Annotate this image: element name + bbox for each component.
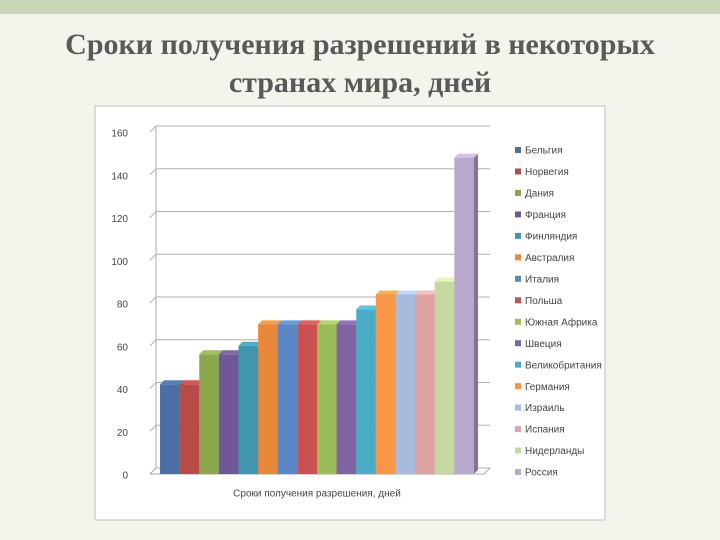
bar <box>238 345 259 474</box>
legend-label: Южная Африка <box>525 316 598 328</box>
bar-top <box>277 320 302 325</box>
legend-label: Швеция <box>525 339 562 350</box>
legend-swatch <box>515 275 521 282</box>
chart-title: Сроки получения разрешений в некоторых с… <box>65 28 655 99</box>
grid-line <box>149 125 490 133</box>
legend-swatch <box>515 254 521 261</box>
legend-swatch <box>515 447 521 454</box>
legend-label: Дания <box>525 189 554 200</box>
y-tick-label: 20 <box>117 428 129 439</box>
bar-top <box>218 350 243 355</box>
bar-top <box>356 305 380 310</box>
legend-label: Италия <box>525 274 559 285</box>
legend-swatch <box>515 383 521 390</box>
legend-swatch <box>515 404 521 411</box>
bar-top <box>199 350 223 355</box>
y-tick-label: 100 <box>111 257 128 268</box>
bar <box>336 324 357 474</box>
bar <box>160 384 180 474</box>
top-band <box>0 0 720 14</box>
bar <box>258 324 278 474</box>
legend-swatch <box>515 189 521 196</box>
bar-top <box>297 320 321 325</box>
legend-label: Израиль <box>525 403 565 414</box>
bar-top <box>179 380 204 385</box>
y-tick-label: 140 <box>111 171 128 182</box>
legend-label: Польша <box>525 296 563 307</box>
bar-top <box>395 290 420 295</box>
legend-swatch <box>515 426 521 433</box>
legend-label: Германия <box>525 382 570 393</box>
grid-line <box>149 168 490 176</box>
bar <box>317 324 337 474</box>
legend-swatch <box>515 147 521 153</box>
bar <box>277 324 298 474</box>
x-tick-label: Сроки получения разрешения, дней <box>233 489 401 500</box>
bar <box>434 281 455 474</box>
legend-label: Норвегия <box>525 167 569 178</box>
y-tick-label: 60 <box>117 342 129 353</box>
bar <box>218 354 239 474</box>
y-tick-label: 160 <box>111 129 128 140</box>
bar <box>454 157 474 474</box>
bar <box>415 294 435 474</box>
legend-swatch <box>515 340 521 347</box>
legend-swatch <box>515 211 521 218</box>
bar <box>179 384 200 474</box>
y-tick-label: 0 <box>122 471 128 482</box>
y-tick-label: 40 <box>117 385 129 396</box>
legend-label: Нидерланды <box>525 446 584 457</box>
bar-top <box>160 380 184 385</box>
bar-top <box>434 277 459 282</box>
bar <box>199 354 219 474</box>
bar-top <box>375 290 400 295</box>
grid-line <box>149 253 490 261</box>
bar <box>297 324 317 474</box>
y-tick-label: 120 <box>111 214 128 225</box>
legend-label: Бельгия <box>525 146 563 157</box>
bar <box>356 309 376 474</box>
legend-label: Испания <box>525 425 565 436</box>
y-tick-label: 80 <box>117 300 129 311</box>
bar <box>375 294 396 474</box>
bar-top <box>258 320 282 325</box>
legend-label: Франция <box>525 210 566 221</box>
legend-swatch <box>515 297 521 304</box>
bar-top <box>336 320 361 325</box>
legend-swatch <box>515 168 521 175</box>
bar-top <box>317 320 341 325</box>
legend-swatch <box>515 469 521 475</box>
bar-top <box>454 153 478 158</box>
bar-top <box>238 341 263 346</box>
bar <box>395 294 416 474</box>
legend-label: Финляндия <box>525 232 577 243</box>
legend-label: Россия <box>525 468 558 479</box>
bar-side <box>473 153 478 474</box>
legend-label: Великобритания <box>525 359 602 371</box>
legend-swatch <box>515 361 521 368</box>
legend-swatch <box>515 232 521 239</box>
legend-swatch <box>515 318 521 325</box>
grid-line <box>149 211 490 218</box>
legend-label: Австралия <box>525 253 574 264</box>
bar-top <box>415 290 439 295</box>
